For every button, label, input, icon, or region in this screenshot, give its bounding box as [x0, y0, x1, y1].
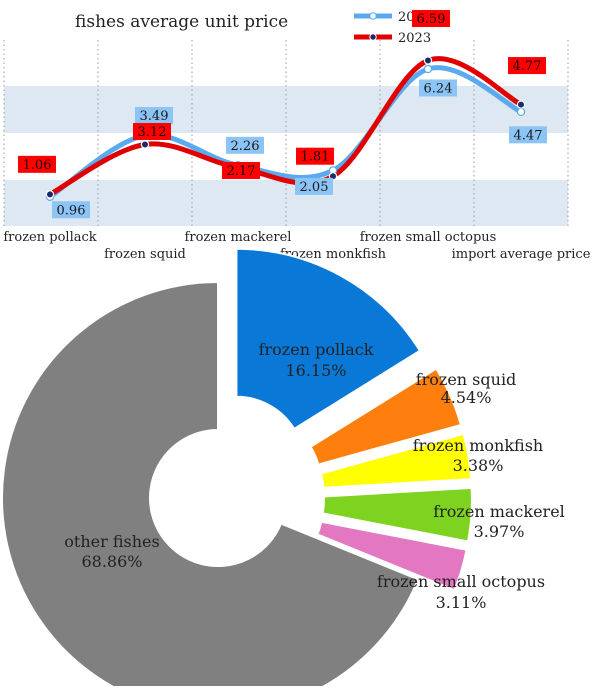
data-label-2023-4: 6.59 — [417, 12, 446, 27]
data-label-2023-1: 3.12 — [138, 125, 167, 140]
data-label-2023-0: 1.06 — [23, 158, 52, 173]
data-label-bg-2024-4 — [419, 79, 457, 97]
legend-marker-2023 — [369, 33, 377, 41]
point-2023-5 — [516, 100, 526, 109]
data-label-2024-5: 4.47 — [514, 128, 543, 143]
slice-frozen-squid — [309, 367, 463, 466]
slice-value-2: 3.38% — [453, 456, 504, 475]
slice-frozen-monkfish — [319, 432, 473, 489]
point-2023-0 — [45, 190, 55, 199]
slice-label-2: frozen monkfish — [413, 436, 543, 455]
x-tick-label-1: frozen squid — [104, 247, 186, 262]
plot-band — [4, 86, 568, 133]
slice-other-fishes — [1, 280, 420, 690]
x-tick-label-0: frozen pollack — [3, 230, 96, 245]
slice-value-1: 4.54% — [441, 388, 492, 407]
data-label-bg-2024-3 — [295, 177, 333, 195]
slice-label-1: frozen squid — [416, 370, 517, 389]
data-label-bg-2023-1 — [133, 122, 171, 140]
slice-value-0: 16.15% — [285, 361, 346, 380]
data-label-bg-2024-0 — [52, 201, 90, 219]
point-2023-4 — [423, 56, 433, 65]
x-tick-label-2: frozen mackerel — [185, 230, 292, 245]
legend-marker-2024 — [369, 12, 377, 20]
slice-frozen-mackerel — [321, 486, 473, 543]
slice-frozen-pollack — [235, 247, 422, 431]
data-label-2023-2: 2.17 — [227, 164, 256, 179]
point-2024-4 — [423, 64, 433, 74]
data-label-bg-2024-1 — [135, 107, 173, 125]
x-tick-label-4: frozen small octopus — [360, 230, 497, 245]
data-label-bg-2023-3 — [296, 147, 334, 165]
series-line-2023 — [47, 56, 524, 197]
slice-label-4: frozen small octopus — [377, 572, 545, 591]
x-tick-label-5: import average price — [452, 247, 591, 262]
line-chart: fishes average unit price202420230.963.4… — [3, 10, 590, 262]
slice-value-4: 3.11% — [436, 593, 487, 612]
data-label-2024-2: 2.26 — [231, 139, 260, 154]
data-label-2023-5: 4.77 — [513, 59, 542, 74]
data-label-bg-2023-5 — [508, 57, 546, 75]
data-label-2024-3: 2.05 — [300, 180, 329, 195]
data-label-bg-2023-0 — [18, 155, 56, 173]
slice-label-0: frozen pollack — [259, 340, 374, 359]
slice-label-5: other fishes — [64, 532, 159, 551]
data-label-bg-2023-4 — [412, 10, 450, 28]
x-tick-label-3: frozen monkfish — [280, 247, 387, 262]
data-label-2024-0: 0.96 — [57, 203, 86, 218]
point-2024-5 — [516, 107, 526, 117]
line-chart-title: fishes average unit price — [75, 12, 288, 32]
legend-label-2023: 2023 — [398, 31, 431, 46]
data-label-bg-2024-5 — [509, 126, 547, 144]
data-label-bg-2024-2 — [226, 136, 264, 154]
data-label-2024-4: 6.24 — [424, 81, 453, 96]
data-label-bg-2023-2 — [222, 161, 260, 179]
slice-frozen-small-octopus — [316, 520, 468, 592]
data-label-2024-1: 3.49 — [140, 109, 169, 124]
data-label-2023-3: 1.81 — [301, 150, 330, 165]
slice-value-3: 3.97% — [474, 522, 525, 541]
slice-value-5: 68.86% — [81, 552, 142, 571]
point-2023-1 — [140, 140, 150, 149]
slice-label-3: frozen mackerel — [433, 502, 565, 521]
